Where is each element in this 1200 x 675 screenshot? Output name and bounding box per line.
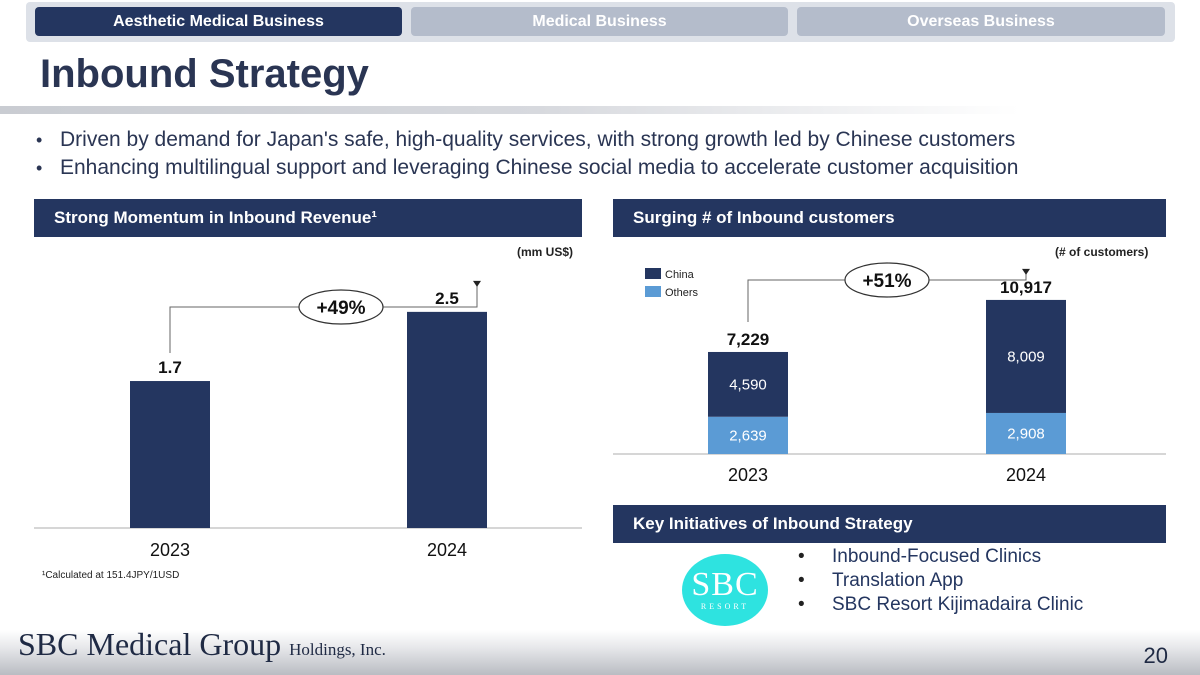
- customers-others-label-2024: 2,908: [1007, 425, 1045, 442]
- revenue-chart: 1.7 2.5 2023 2024 +49%: [34, 280, 582, 560]
- customers-bar-china-2023: [708, 351, 788, 417]
- revenue-category-label-2023: 2023: [150, 540, 190, 560]
- legend-label-others: Others: [665, 287, 699, 299]
- initiative-item: Translation App: [796, 569, 1083, 593]
- sbc-resort-logo-text: SBC: [691, 566, 759, 603]
- page-number: 20: [1143, 643, 1168, 668]
- initiative-item: SBC Resort Kijimadaira Clinic: [796, 593, 1083, 617]
- summary-bullets: Driven by demand for Japan's safe, high-…: [36, 126, 1018, 182]
- company-logo: SBC Medical Group Holdings, Inc.: [18, 626, 386, 663]
- tab-aesthetic-medical-business[interactable]: Aesthetic Medical Business: [35, 7, 402, 36]
- initiatives-section-header: Key Initiatives of Inbound Strategy: [613, 505, 1166, 543]
- initiative-item: Inbound-Focused Clinics: [796, 545, 1083, 569]
- customers-china-label-2023: 4,590: [729, 376, 767, 393]
- customers-others-label-2023: 2,639: [729, 427, 767, 444]
- revenue-bar-2023: [130, 381, 210, 528]
- customers-total-label-2023: 7,229: [727, 330, 770, 349]
- revenue-footnote: ¹Calculated at 151.4JPY/1USD: [42, 570, 180, 581]
- sbc-resort-logo: SBC RESORT: [682, 554, 768, 626]
- revenue-value-label-2023: 1.7: [158, 358, 182, 377]
- legend-swatch-others: [645, 286, 661, 297]
- tab-medical-business[interactable]: Medical Business: [411, 7, 788, 36]
- tab-overseas-business[interactable]: Overseas Business: [797, 7, 1165, 36]
- legend-swatch-china: [645, 268, 661, 279]
- summary-bullet: Enhancing multilingual support and lever…: [36, 154, 1018, 182]
- customers-bar-others-2023: [708, 416, 788, 454]
- revenue-value-label-2024: 2.5: [435, 289, 459, 308]
- revenue-growth-oval: [298, 289, 384, 325]
- customers-section-header: Surging # of Inbound customers: [613, 199, 1166, 237]
- revenue-bar-2024: [407, 311, 487, 528]
- customers-category-label-2023: 2023: [728, 465, 768, 485]
- revenue-growth-arrowhead: [473, 280, 481, 287]
- customers-growth-oval: [844, 262, 930, 298]
- footer-band: [0, 630, 1200, 675]
- customers-unit-label: (# of customers): [1055, 245, 1149, 259]
- customers-total-label-2024: 10,917: [1000, 278, 1052, 297]
- title-divider: [0, 106, 1200, 114]
- company-suffix: Holdings, Inc.: [289, 640, 386, 659]
- customers-china-label-2024: 8,009: [1007, 348, 1045, 365]
- initiatives-list: Inbound-Focused Clinics Translation App …: [796, 545, 1083, 617]
- revenue-unit-label: (mm US$): [517, 245, 574, 259]
- business-tab-bar: Aesthetic Medical Business Medical Busin…: [26, 2, 1175, 42]
- customers-bar-others-2024: [986, 412, 1066, 454]
- revenue-section-header: Strong Momentum in Inbound Revenue¹: [34, 199, 582, 237]
- legend-label-china: China: [665, 269, 695, 281]
- customers-bar-china-2024: [986, 299, 1066, 413]
- summary-bullet: Driven by demand for Japan's safe, high-…: [36, 126, 1018, 154]
- sbc-resort-logo-subtext: RESORT: [700, 602, 750, 611]
- company-name: SBC Medical Group: [18, 626, 282, 662]
- customers-chart: China Others 2,639 2,908 4,590 8,009 7,2…: [613, 262, 1166, 485]
- customers-category-label-2024: 2024: [1006, 465, 1046, 485]
- page-title: Inbound Strategy: [40, 52, 369, 96]
- revenue-category-label-2024: 2024: [427, 540, 467, 560]
- revenue-growth-label: +49%: [316, 298, 365, 319]
- customers-growth-arrowhead: [1022, 268, 1030, 275]
- customers-growth-label: +51%: [862, 271, 911, 292]
